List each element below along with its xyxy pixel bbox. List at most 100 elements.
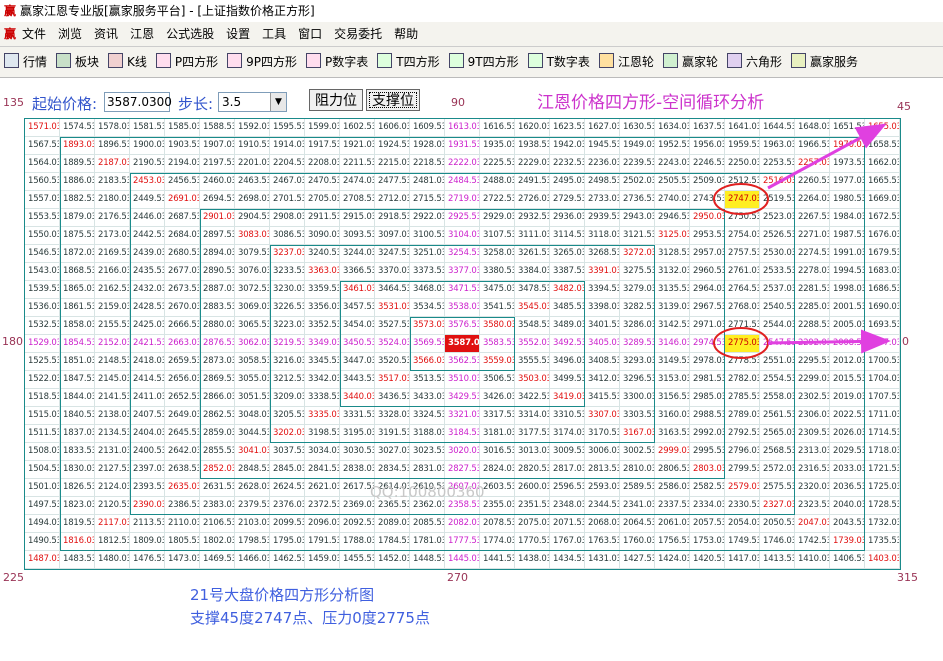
watermark: QQ:100800360 [370,483,485,501]
price-cell: 3394.53 [585,281,620,299]
start-price-input[interactable]: 3587.0300 [104,92,172,112]
price-cell: 2736.53 [620,191,655,209]
price-cell: 2393.53 [130,479,165,497]
menu-item[interactable]: 窗口 [298,27,323,41]
price-cell: 3569.53 [410,335,445,353]
button[interactable]: 支撑位 [366,89,420,111]
menu-item[interactable]: 帮助 [394,27,419,41]
toolbar-button[interactable]: P数字表 [306,47,368,77]
menu-item[interactable]: 资讯 [94,27,119,41]
price-cell: 1949.03 [620,137,655,155]
toolbar-button[interactable]: 9P四方形 [227,47,297,77]
price-cell: 1896.53 [95,137,130,155]
price-cell: 3548.53 [515,317,550,335]
toolbar-icon [527,53,543,68]
price-cell: 1928.03 [410,137,445,155]
price-cell: 2194.03 [165,155,200,173]
menu-item[interactable]: 交易委托 [334,27,383,41]
price-cell: 2470.53 [305,173,340,191]
price-cell: 3366.53 [340,263,375,281]
toolbar-button[interactable]: 六角形 [726,47,782,77]
menu-item[interactable]: 浏览 [58,27,83,41]
price-cell: 2999.03 [655,443,690,461]
price-cell: 2943.03 [620,209,655,227]
price-cell: 2610.53 [410,479,445,497]
step-value: 3.5 [222,95,242,109]
price-cell: 3552.03 [515,335,550,353]
toolbar-label: 板块 [75,55,100,69]
price-cell: 1508.03 [25,443,60,461]
price-cell: 2082.03 [445,515,480,533]
price-cell: 2201.03 [235,155,270,173]
toolbar-button[interactable]: 9T四方形 [448,47,519,77]
price-cell: 1942.03 [550,137,585,155]
price-cell: 2876.53 [200,335,235,353]
price-cell: 1641.03 [725,119,760,137]
price-cell: 2740.03 [655,191,690,209]
price-cell: 3475.03 [480,281,515,299]
button[interactable]: 阻力位 [309,89,363,111]
price-cell: 3146.03 [655,335,690,353]
price-cell: 3223.03 [270,317,305,335]
toolbar-icon [448,53,464,68]
price-cell: 3254.53 [445,245,480,263]
price-cell: 1833.53 [60,443,95,461]
price-cell: 3205.53 [270,407,305,425]
price-cell: 1840.53 [60,407,95,425]
price-cell: 3527.53 [375,317,410,335]
price-cell: 1560.53 [25,173,60,191]
price-cell: 3265.03 [550,245,585,263]
toolbar-button[interactable]: 行情 [4,47,47,77]
price-cell: 3100.53 [410,227,445,245]
price-cell: 2306.03 [795,407,830,425]
price-cell: 1679.53 [865,245,900,263]
toolbar-button[interactable]: K线 [108,47,147,77]
price-cell: 3121.53 [620,227,655,245]
toolbar-button[interactable]: T数字表 [527,47,590,77]
price-cell: 2159.03 [95,299,130,317]
price-cell: 3478.53 [515,281,550,299]
toolbar-button[interactable]: 赢家服务 [790,47,858,77]
price-cell: 1609.53 [410,119,445,137]
price-cell: 2512.53 [725,173,760,191]
menu-item[interactable]: 江恩 [130,27,155,41]
price-cell: 3415.53 [585,389,620,407]
price-cell: 1578.03 [95,119,130,137]
price-cell: 3503.03 [515,371,550,389]
price-cell: 3412.03 [585,371,620,389]
price-cell: 3006.03 [585,443,620,461]
price-cell: 1893.03 [60,137,95,155]
toolbar-button[interactable]: P四方形 [155,47,218,77]
price-cell: 2253.53 [760,155,795,173]
toolbar-button[interactable]: T四方形 [377,47,440,77]
dropdown-arrow[interactable]: ▼ [270,93,286,111]
price-cell: 3086.53 [270,227,305,245]
toolbar-button[interactable]: 江恩轮 [598,47,654,77]
price-cell: 2897.53 [200,227,235,245]
price-cell: 2764.53 [725,281,760,299]
menu-list: 文件 浏览 资讯 江恩 公式选股 设置 工具 窗口 交易委托 帮助 [16,27,424,41]
price-cell: 3387.53 [550,263,585,281]
price-cell: 1861.53 [60,299,95,317]
price-cell: 3069.03 [235,299,270,317]
toolbar-label: 9P四方形 [246,55,298,69]
toolbar-button[interactable]: 板块 [56,47,99,77]
menu-item[interactable]: 公式选股 [166,27,215,41]
price-cell: 2869.53 [200,371,235,389]
price-cell: 1434.53 [550,551,585,569]
menu-item[interactable]: 工具 [262,27,287,41]
toolbar-label: 9T四方形 [467,55,519,69]
price-cell: 1557.03 [25,191,60,209]
arrow [767,329,891,354]
menu-item[interactable]: 文件 [22,27,47,41]
price-cell: 1935.03 [480,137,515,155]
price-cell: 2225.53 [480,155,515,173]
price-cell: 3517.03 [375,371,410,389]
window-title: 赢家江恩专业版[赢家服务平台] - [上证指数价格正方形] [20,4,315,18]
step-select[interactable]: 3.5 ▼ [218,92,287,112]
menu-item[interactable]: 设置 [226,27,251,41]
price-cell: 2589.53 [620,479,655,497]
price-cell: 1536.03 [25,299,60,317]
price-cell: 1469.53 [200,551,235,569]
toolbar-button[interactable]: 赢家轮 [662,47,718,77]
